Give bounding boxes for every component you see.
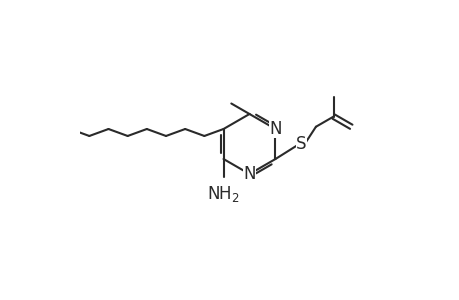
Text: N: N — [243, 165, 255, 183]
Text: N: N — [269, 120, 281, 138]
Text: S: S — [296, 135, 306, 153]
Text: NH$_2$: NH$_2$ — [207, 184, 239, 205]
